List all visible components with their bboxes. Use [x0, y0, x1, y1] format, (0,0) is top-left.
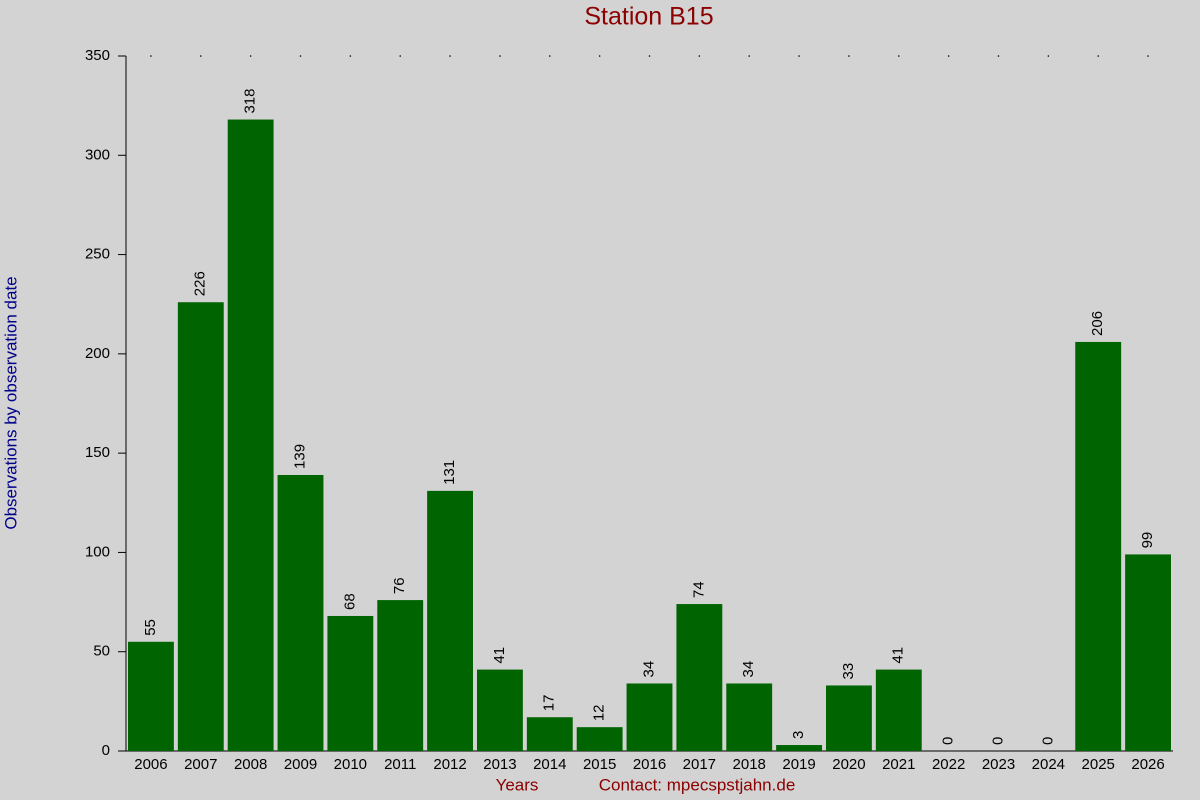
top-dot: [499, 55, 501, 57]
value-label: 206: [1089, 311, 1106, 336]
y-tick-label: 250: [85, 246, 110, 263]
value-label: 3: [790, 731, 807, 739]
x-tick-label: 2008: [234, 756, 267, 773]
top-dot: [399, 55, 402, 57]
bar: [177, 302, 224, 751]
x-tick-label: 2026: [1131, 756, 1164, 773]
top-dot: [299, 55, 302, 57]
top-dot: [897, 55, 900, 57]
value-label: 17: [541, 695, 558, 712]
chart-title: Station B15: [584, 3, 713, 31]
x-tick-label: 2010: [334, 756, 367, 773]
bar: [626, 683, 673, 751]
value-label: 34: [740, 661, 757, 678]
top-dot: [947, 55, 950, 57]
x-tick-label: 2019: [782, 756, 815, 773]
x-tick-label: 2012: [433, 756, 466, 773]
x-tick-label: 2023: [982, 756, 1015, 773]
x-tick-label: 2021: [882, 756, 915, 773]
bar: [826, 685, 872, 751]
x-tick-label: 2018: [733, 756, 766, 773]
y-tick-label: 350: [85, 47, 110, 64]
bar: [128, 641, 174, 751]
bar: [776, 745, 822, 751]
y-axis-label: Observations by observation date: [1, 276, 20, 529]
y-tick-label: 0: [102, 742, 110, 759]
annotation: Contact: mpecspstjahn.de: [599, 775, 796, 794]
y-tick-label: 100: [85, 543, 110, 560]
x-tick-label: 2014: [533, 756, 566, 773]
bar: [227, 119, 274, 752]
value-label: 76: [391, 577, 408, 594]
value-label: 74: [690, 581, 707, 598]
bar: [377, 600, 424, 751]
top-dot: [1097, 55, 1100, 57]
value-label: 99: [1139, 532, 1156, 549]
y-tick-label: 150: [85, 444, 110, 461]
top-dot: [748, 55, 751, 57]
value-label: 34: [640, 661, 657, 678]
x-tick-label: 2009: [284, 756, 317, 773]
top-dot: [1047, 55, 1050, 57]
value-label: 131: [441, 460, 458, 485]
bar: [726, 683, 773, 751]
bar: [477, 669, 523, 751]
top-dot: [1147, 55, 1149, 57]
top-dot: [548, 55, 551, 57]
x-tick-label: 2011: [384, 756, 416, 773]
x-tick-label: 2024: [1032, 756, 1065, 773]
top-dot: [349, 55, 352, 57]
value-label: 55: [142, 619, 159, 636]
bar: [427, 490, 473, 751]
x-tick-label: 2013: [483, 756, 516, 773]
value-label: 139: [291, 444, 308, 469]
bar: [526, 717, 573, 751]
value-label: 68: [341, 593, 358, 610]
top-dot: [598, 55, 601, 57]
top-dot: [199, 55, 202, 57]
x-tick-label: 2020: [832, 756, 865, 773]
bar: [277, 474, 324, 751]
top-dot: [698, 55, 701, 57]
y-tick-label: 50: [93, 643, 110, 660]
value-label: 318: [242, 89, 259, 114]
x-tick-label: 2025: [1082, 756, 1115, 773]
value-label: 0: [1039, 737, 1056, 745]
y-tick-label: 300: [85, 146, 110, 163]
value-label: 33: [840, 663, 857, 680]
bar: [327, 615, 374, 751]
value-label: 41: [491, 647, 508, 664]
top-dot: [848, 55, 850, 57]
value-label: 12: [591, 704, 608, 721]
value-label: 226: [192, 271, 209, 296]
bar: [875, 669, 922, 751]
x-tick-label: 2007: [184, 756, 217, 773]
bar: [1125, 554, 1171, 751]
bar: [576, 727, 623, 751]
x-tick-label: 2017: [683, 756, 716, 773]
value-label: 0: [989, 737, 1006, 745]
top-dot: [249, 55, 252, 57]
x-tick-label: 2015: [583, 756, 616, 773]
value-label: 0: [940, 737, 957, 745]
top-dot: [648, 55, 651, 57]
bar: [1075, 341, 1122, 751]
x-tick-label: 2006: [134, 756, 167, 773]
x-axis-label: Years: [496, 775, 539, 794]
y-tick-label: 200: [85, 345, 110, 362]
bar: [676, 604, 723, 751]
top-dot: [798, 55, 800, 57]
top-dot: [449, 55, 451, 57]
top-dot: [997, 55, 1000, 57]
value-label: 41: [890, 647, 907, 664]
top-dot: [150, 55, 152, 57]
x-tick-label: 2022: [932, 756, 965, 773]
x-tick-label: 2016: [633, 756, 666, 773]
